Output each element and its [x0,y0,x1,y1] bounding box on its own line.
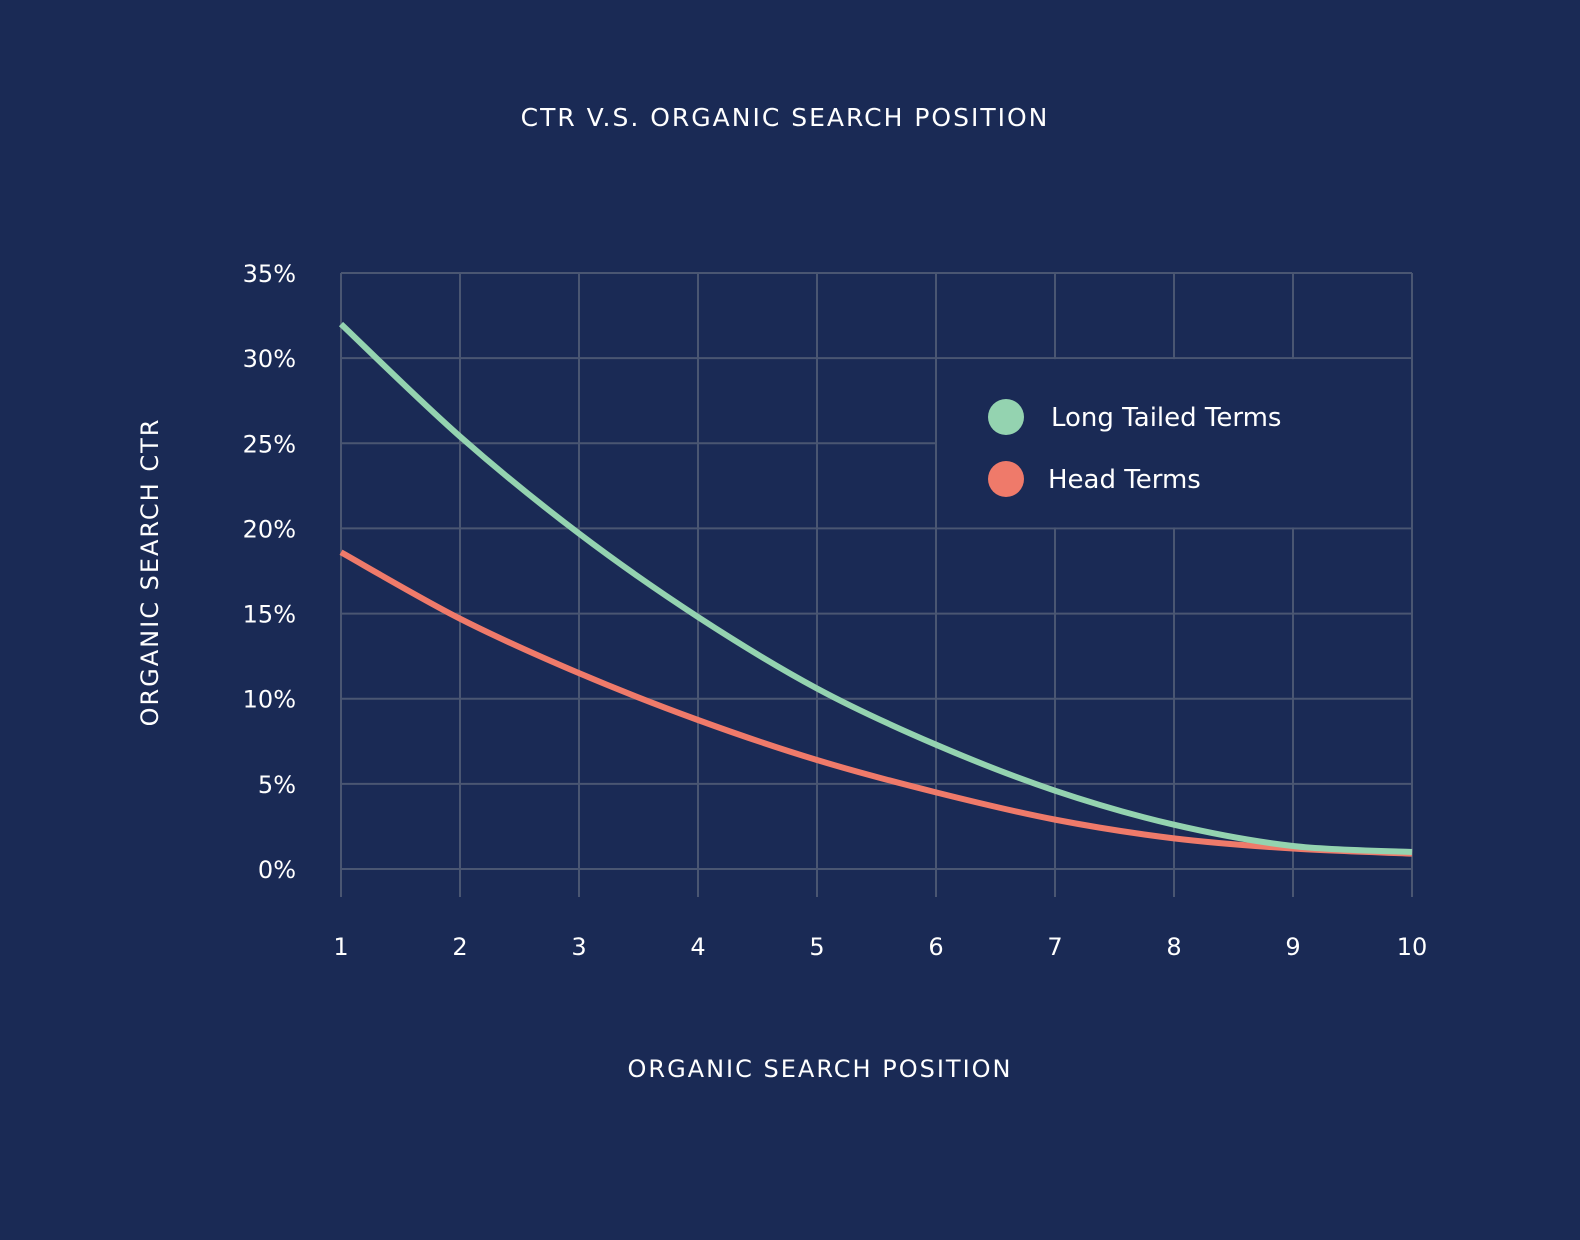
legend-background [937,359,1411,528]
y-axis-ticks: 0% 5% 10% 15% 20% 25% 30% 35% [243,260,296,884]
series-line-head-terms [339,549,1413,857]
y-tick-label: 20% [243,515,296,543]
legend: Long Tailed Terms Head Terms [988,399,1281,497]
y-axis-label: ORGANIC SEARCH CTR [136,418,164,727]
y-tick-label: 10% [243,686,296,714]
x-tick-label: 2 [452,933,467,961]
x-tick-label: 8 [1166,933,1181,961]
y-tick-label: 35% [243,260,296,288]
x-tick-label: 1 [333,933,348,961]
legend-box [937,359,1411,528]
x-tick-label: 10 [1397,933,1428,961]
y-tick-label: 25% [243,430,296,458]
y-tick-label: 0% [258,856,296,884]
legend-label: Long Tailed Terms [1051,403,1281,433]
legend-label: Head Terms [1048,465,1201,495]
legend-marker [988,399,1024,435]
y-tick-label: 5% [258,771,296,799]
x-axis-ticks: 1 2 3 4 5 6 7 8 9 10 [333,933,1427,961]
x-tick-label: 7 [1047,933,1062,961]
x-tick-label: 4 [690,933,705,961]
y-tick-label: 15% [243,601,296,629]
series-line-long-tailed-terms [338,321,1413,855]
x-tick-label: 6 [928,933,943,961]
legend-marker [988,461,1024,497]
y-tick-label: 30% [243,345,296,373]
x-tick-label: 3 [571,933,586,961]
x-tick-label: 9 [1285,933,1300,961]
x-tick-label: 5 [809,933,824,961]
x-axis-label: ORGANIC SEARCH POSITION [628,1055,1013,1083]
series-lines [338,321,1413,857]
chart-title: CTR V.S. ORGANIC SEARCH POSITION [521,103,1050,132]
